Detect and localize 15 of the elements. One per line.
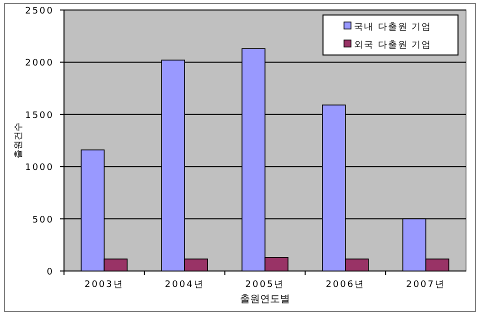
y-tick-label: 0	[46, 268, 54, 278]
x-tick-label: 2004년	[164, 280, 204, 290]
legend-label: 외국 다출원 기업	[354, 40, 432, 50]
x-tick-label: 2005년	[245, 280, 285, 290]
x-tick-label: 2003년	[84, 280, 124, 290]
y-tick-label: 2500	[25, 6, 54, 16]
y-tick-label: 1000	[25, 163, 54, 174]
y-tick-label: 1500	[25, 110, 54, 121]
x-tick-label: 2007년	[406, 280, 446, 290]
x-axis-title: 출원연도별	[240, 294, 290, 305]
y-axis-title: 출원건수	[14, 122, 24, 158]
y-tick-label: 2000	[25, 58, 54, 69]
x-tick-label: 2006년	[326, 280, 366, 290]
legend-label: 국내 다출원 기업	[354, 22, 432, 32]
y-tick-label: 500	[32, 215, 54, 226]
